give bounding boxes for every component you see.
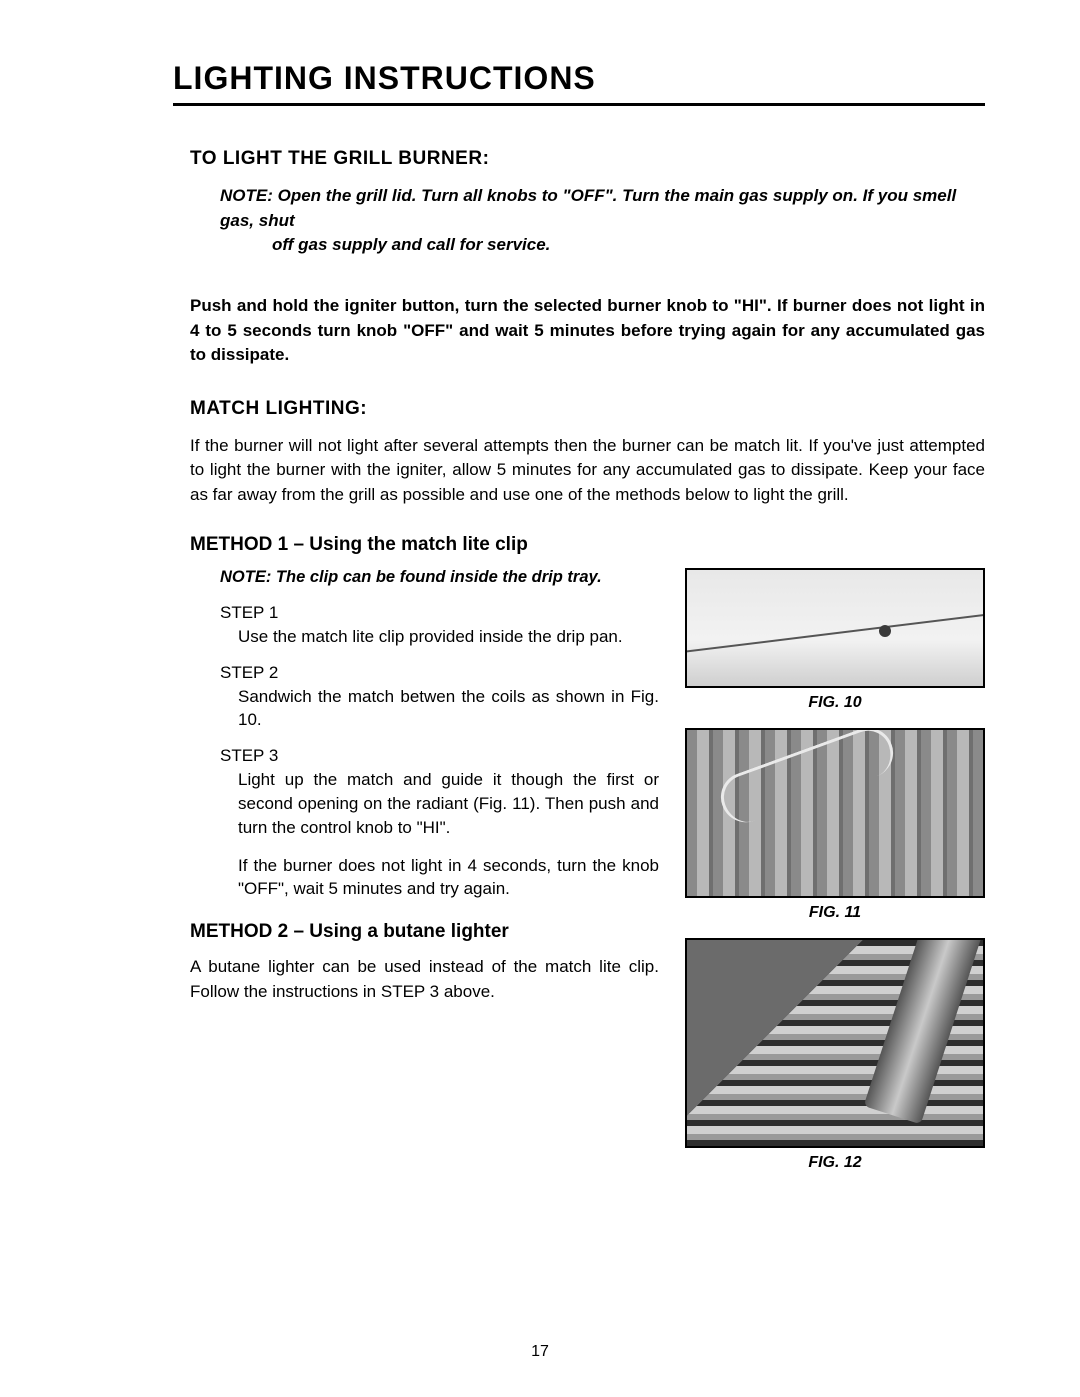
method-2-text: A butane lighter can be used instead of … — [190, 955, 659, 1004]
method-1-steps: NOTE: The clip can be found inside the d… — [190, 568, 659, 1005]
step-1-text: Use the match lite clip provided inside … — [238, 625, 659, 649]
step-1-label: STEP 1 — [220, 603, 659, 623]
section-grill-burner-heading: TO LIGHT THE GRILL BURNER: — [190, 148, 985, 170]
step-3-extra: If the burner does not light in 4 second… — [238, 854, 659, 902]
step-2-text: Sandwich the match betwen the coils as s… — [238, 685, 659, 733]
igniter-instructions: Push and hold the igniter button, turn t… — [190, 294, 985, 368]
figure-12-caption: FIG. 12 — [685, 1154, 985, 1172]
page-number: 17 — [0, 1343, 1080, 1361]
page-title: LIGHTING INSTRUCTIONS — [173, 60, 985, 106]
step-3-text: Light up the match and guide it though t… — [238, 768, 659, 839]
figure-12 — [685, 938, 985, 1148]
match-head-illustration — [879, 625, 891, 637]
content-area: TO LIGHT THE GRILL BURNER: NOTE: Open th… — [190, 148, 985, 1188]
method-2-heading: METHOD 2 – Using a butane lighter — [190, 921, 659, 943]
figures-column: FIG. 10 FIG. 11 FIG. 12 — [685, 568, 985, 1188]
butane-lighter-illustration — [864, 938, 983, 1124]
figure-11 — [685, 728, 985, 898]
note-open-lid: NOTE: Open the grill lid. Turn all knobs… — [220, 184, 975, 258]
coil-wire-illustration — [714, 728, 900, 829]
figure-10-caption: FIG. 10 — [685, 694, 985, 712]
step-3-label: STEP 3 — [220, 746, 659, 766]
figure-10 — [685, 568, 985, 688]
method-1-row: NOTE: The clip can be found inside the d… — [190, 568, 985, 1188]
note-line-1: NOTE: Open the grill lid. Turn all knobs… — [220, 186, 956, 230]
match-lighting-paragraph: If the burner will not light after sever… — [190, 434, 985, 508]
step-2-label: STEP 2 — [220, 663, 659, 683]
section-match-lighting-heading: MATCH LIGHTING: — [190, 398, 985, 420]
note-line-2: off gas supply and call for service. — [272, 235, 550, 254]
figure-11-caption: FIG. 11 — [685, 904, 985, 922]
match-wire-illustration — [685, 612, 985, 653]
method-1-note: NOTE: The clip can be found inside the d… — [220, 568, 659, 587]
method-1-heading: METHOD 1 – Using the match lite clip — [190, 534, 985, 556]
